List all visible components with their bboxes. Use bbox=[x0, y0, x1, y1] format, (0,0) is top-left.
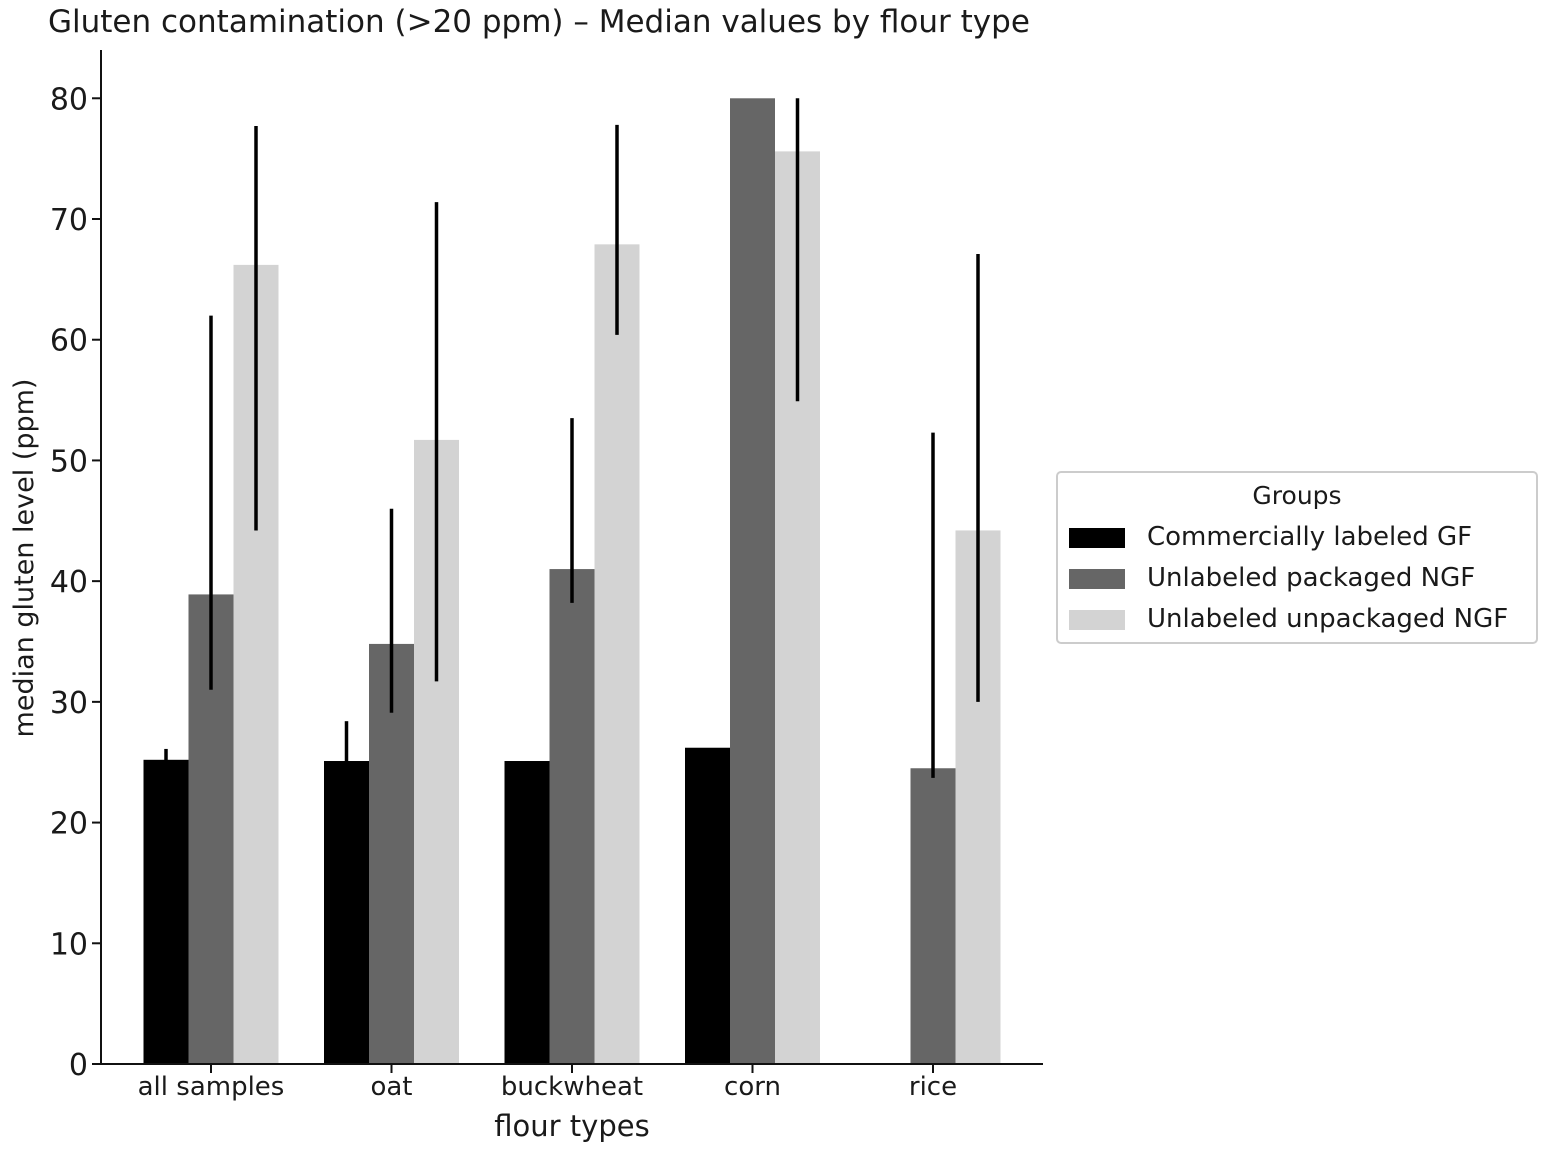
bar-corn-series-0 bbox=[685, 747, 730, 1064]
y-tick-label: 80 bbox=[50, 82, 88, 117]
y-tick-label: 10 bbox=[50, 927, 88, 962]
x-tick-label: buckwheat bbox=[501, 1072, 643, 1102]
bar-corn-series-1 bbox=[730, 98, 775, 1065]
legend-label: Unlabeled packaged NGF bbox=[1147, 563, 1476, 593]
y-tick-label: 30 bbox=[50, 686, 88, 721]
legend-label: Unlabeled unpackaged NGF bbox=[1147, 604, 1509, 634]
bar-oat-series-1 bbox=[369, 643, 414, 1064]
chart-title: Gluten contamination (>20 ppm) – Median … bbox=[48, 4, 1030, 40]
y-tick-label: 20 bbox=[50, 807, 88, 842]
bar-buckwheat-series-2 bbox=[594, 244, 640, 1065]
bar-rice-series-1 bbox=[910, 768, 956, 1064]
bar-oat-series-0 bbox=[324, 761, 369, 1064]
y-tick-label: 0 bbox=[69, 1048, 88, 1083]
y-tick-label: 40 bbox=[50, 565, 88, 600]
legend-title: Groups bbox=[1252, 481, 1342, 510]
legend: Groups Commercially labeled GF Unlabeled… bbox=[1056, 471, 1538, 644]
x-axis-label: flour types bbox=[494, 1109, 649, 1143]
x-tick-label: rice bbox=[909, 1072, 957, 1102]
bar-buckwheat-series-0 bbox=[504, 761, 550, 1064]
legend-label: Commercially labeled GF bbox=[1147, 522, 1473, 552]
legend-swatch bbox=[1069, 528, 1125, 548]
y-tick-label: 70 bbox=[50, 203, 88, 238]
y-tick-label: 60 bbox=[50, 324, 88, 359]
bar-buckwheat-series-1 bbox=[549, 569, 595, 1064]
legend-swatch bbox=[1069, 569, 1125, 589]
x-tick-label: oat bbox=[370, 1072, 412, 1102]
y-axis-label: median gluten level (ppm) bbox=[9, 379, 40, 738]
legend-swatch bbox=[1069, 610, 1125, 630]
y-tick-label: 50 bbox=[50, 444, 88, 479]
x-tick-label: corn bbox=[724, 1072, 781, 1102]
x-tick-label: all samples bbox=[138, 1072, 285, 1102]
bar-all-samples-series-0 bbox=[143, 759, 189, 1064]
